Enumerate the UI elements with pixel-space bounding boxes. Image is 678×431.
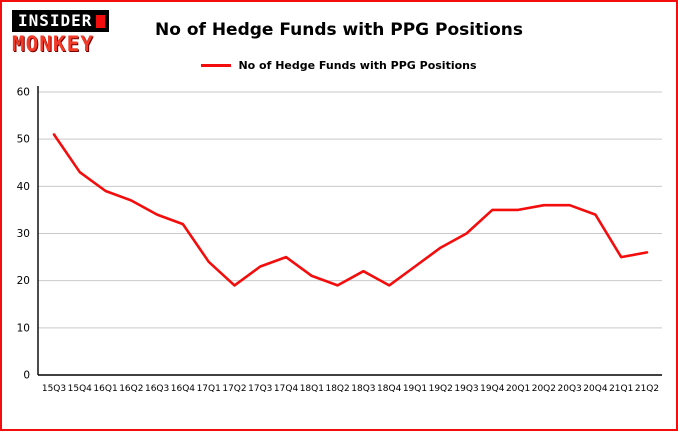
insider-monkey-logo: INSIDER MONKEY [12,10,110,56]
x-tick-label: 19Q1 [403,384,427,394]
x-tick-label: 20Q4 [583,384,608,394]
legend: No of Hedge Funds with PPG Positions [2,59,676,72]
x-tick-label: 18Q1 [300,384,324,394]
x-tick-label: 16Q3 [145,384,169,394]
logo-insider-text: INSIDER [18,11,93,30]
y-tick-label: 0 [23,370,30,382]
x-tick-label: 21Q1 [609,384,633,394]
x-tick-label: 15Q4 [68,384,93,394]
x-tick-label: 20Q2 [532,384,556,394]
x-tick-label: 16Q2 [119,384,143,394]
legend-line-swatch [201,64,232,67]
y-tick-label: 20 [17,275,30,287]
logo-insider-row: INSIDER [12,10,110,32]
x-tick-label: 20Q3 [558,384,582,394]
x-tick-label: 16Q1 [93,384,117,394]
x-tick-label: 17Q3 [248,384,272,394]
y-tick-label: 10 [17,322,30,334]
data-line [52,133,649,287]
x-tick-label: 18Q2 [325,384,349,394]
x-tick-label: 18Q4 [377,384,402,394]
chart-title: No of Hedge Funds with PPG Positions [155,20,523,40]
x-tick-label: 15Q3 [42,384,66,394]
legend-label: No of Hedge Funds with PPG Positions [238,59,477,72]
logo-red-square [96,14,106,28]
x-tick-label: 17Q2 [222,384,246,394]
x-tick-label: 18Q3 [351,384,375,394]
x-tick-label: 19Q4 [480,384,505,394]
y-tick-label: 30 [17,228,30,240]
y-tick-label: 40 [17,181,30,193]
x-tick-label: 16Q4 [171,384,196,394]
x-tick-label: 17Q4 [274,384,299,394]
x-tick-label: 19Q3 [454,384,478,394]
x-tick-label: 19Q2 [429,384,453,394]
y-tick-label: 50 [17,134,30,146]
x-tick-label: 20Q1 [506,384,530,394]
x-tick-label: 21Q2 [635,384,659,394]
y-tick-label: 60 [17,87,30,99]
logo-monkey-text: MONKEY [12,32,94,56]
x-tick-label: 17Q1 [197,384,221,394]
